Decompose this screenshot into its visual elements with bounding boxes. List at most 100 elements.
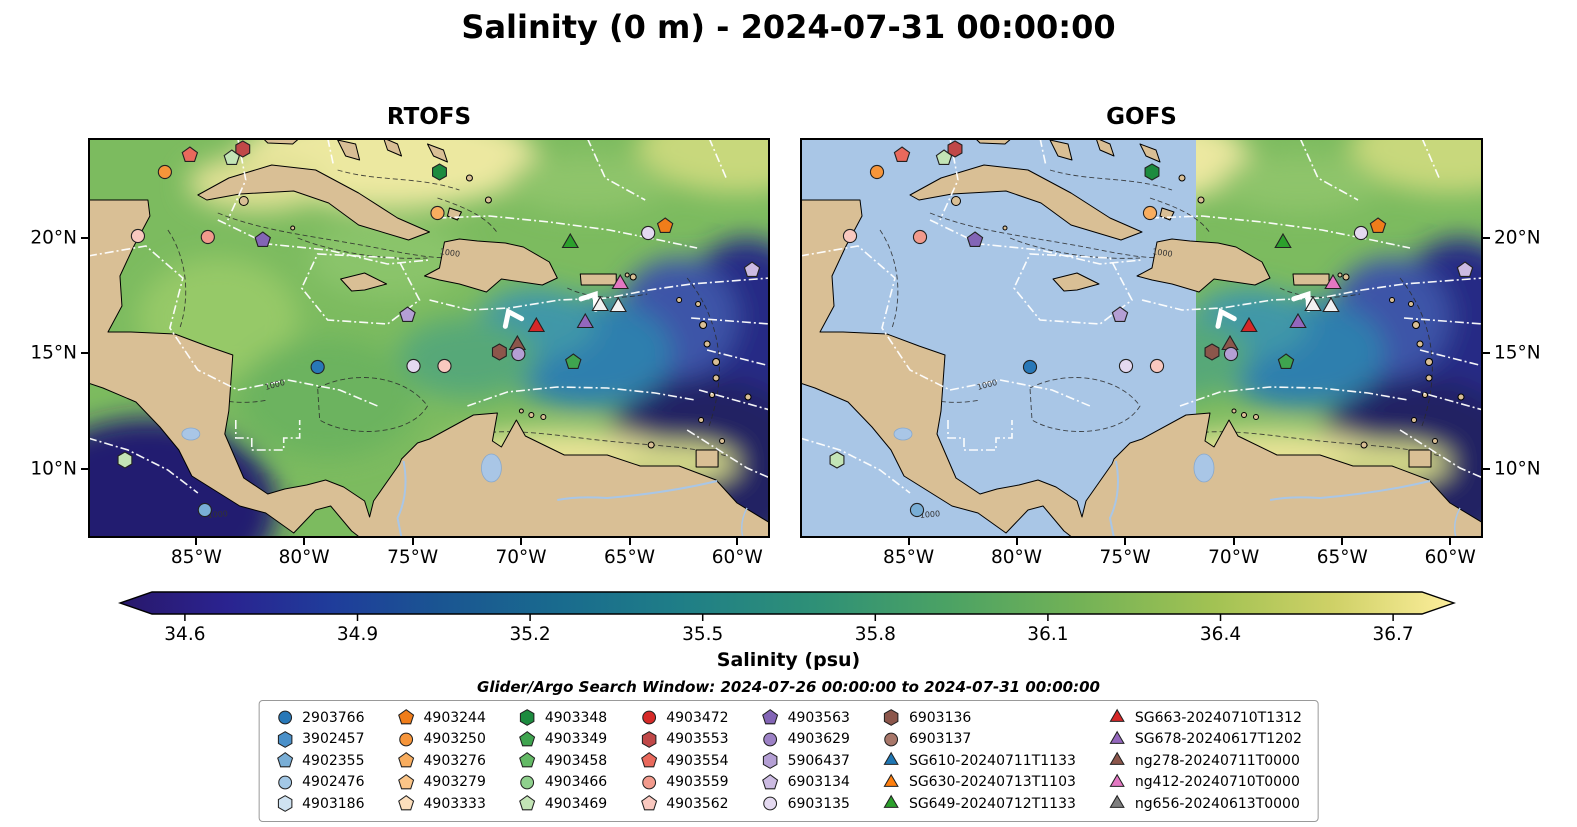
- hexagon-marker-icon: [762, 752, 778, 770]
- circle-map-marker: [406, 358, 421, 374]
- legend-entry: 6903137: [882, 729, 1076, 751]
- legend-entry: 4903186: [275, 793, 365, 815]
- y-tick-label: 15°N: [1494, 342, 1541, 364]
- circle-map-marker: [1142, 205, 1158, 221]
- legend-entry: 4903469: [518, 793, 607, 815]
- legend-label: 4903348: [544, 709, 608, 726]
- pentagon-marker-icon: [397, 709, 415, 725]
- triangle-marker-icon: [883, 751, 900, 766]
- x-tick-mark: [195, 538, 198, 545]
- pentagon-map-marker: [399, 306, 416, 323]
- legend-label: 4903333: [423, 795, 486, 812]
- legend-entry: 4903348: [518, 707, 607, 729]
- legend-label: 4902476: [302, 774, 365, 791]
- hexagon-map-marker: [829, 451, 845, 469]
- hexagon-marker-icon: [277, 795, 292, 813]
- pentagon-marker-icon: [276, 752, 293, 768]
- pentagon-map-marker: [1111, 306, 1129, 323]
- x-tick-mark: [907, 538, 910, 545]
- hexagon-map-marker: [1144, 163, 1160, 181]
- panel-title-gofs: GOFS: [1106, 104, 1177, 130]
- legend: 2903766 3902457 4902355 4902476 4903186 49032…: [258, 700, 1319, 822]
- legend-label: 4903186: [302, 795, 365, 812]
- y-tick-label: 10°N: [1494, 458, 1541, 480]
- y-tick-mark: [1483, 467, 1490, 470]
- x-tick-mark: [1232, 538, 1235, 545]
- ng412-marker: [611, 273, 629, 290]
- pentagon-marker-icon: [397, 773, 415, 790]
- triangle-marker-icon: [1109, 751, 1126, 766]
- x-tick-label: 70°W: [1208, 547, 1260, 568]
- pentagon-map-marker: [743, 261, 761, 278]
- legend-label: 4903250: [423, 731, 486, 748]
- contour-label: 1000: [439, 247, 460, 259]
- pentagon-map-marker: [223, 149, 241, 166]
- legend-label: 4903469: [544, 795, 608, 812]
- gofs-markers: [829, 140, 1474, 518]
- x-tick-mark: [411, 538, 414, 545]
- x-tick-label: 80°W: [278, 547, 330, 568]
- legend-entry: 4903472: [639, 707, 729, 729]
- pentagon-map-marker: [1277, 353, 1295, 370]
- legend-entry: ng278-20240711T0000: [1108, 750, 1302, 772]
- pentagon-map-marker: [181, 146, 199, 163]
- hexagon-map-marker: [1204, 343, 1220, 361]
- circle-map-marker: [1118, 358, 1134, 374]
- hexagon-map-marker: [235, 140, 251, 158]
- legend-label: SG610-20240711T1133: [908, 752, 1076, 769]
- legend-entry: 4903629: [761, 729, 850, 751]
- y-tick-label: 20°N: [1494, 227, 1541, 249]
- x-tick-mark: [1124, 538, 1127, 545]
- glider-track-arrow: [502, 307, 525, 329]
- contour-label: 1000: [919, 509, 940, 520]
- rtofs-markers: [117, 140, 761, 518]
- pentagon-marker-icon: [519, 730, 536, 747]
- search-window-caption: Glider/Argo Search Window: 2024-07-26 00…: [477, 678, 1100, 696]
- x-tick-mark: [628, 538, 631, 545]
- hexagon-marker-icon: [641, 730, 656, 748]
- legend-entry: 6903136: [882, 707, 1076, 729]
- x-tick-mark: [736, 538, 739, 545]
- circle-marker-icon: [399, 732, 413, 747]
- colorbar-tick-label: 34.6: [164, 624, 206, 645]
- circle-marker-icon: [641, 710, 656, 725]
- legend-entry: 4902476: [275, 772, 365, 794]
- triangle-marker-icon: [1109, 773, 1126, 787]
- pentagon-marker-icon: [519, 795, 536, 811]
- legend-label: 4903458: [544, 752, 608, 769]
- sg663-marker: [527, 316, 546, 333]
- legend-label: 6903135: [787, 795, 850, 812]
- legend-entry: SG630-20240713T1103: [882, 772, 1076, 794]
- legend-label: 6903136: [908, 709, 972, 726]
- legend-label: 4903349: [544, 731, 608, 748]
- legend-label: 4903276: [423, 752, 486, 769]
- open-triangle-marker: [591, 295, 609, 312]
- x-tick-label: 75°W: [1099, 547, 1151, 568]
- legend-entry: 4903279: [397, 772, 486, 794]
- glider-track-arrow: [1215, 307, 1237, 329]
- circle-map-marker: [909, 502, 925, 518]
- legend-entry: SG610-20240711T1133: [882, 750, 1076, 772]
- x-tick-label: 60°W: [711, 547, 763, 568]
- legend-label: ng278-20240711T0000: [1134, 752, 1300, 769]
- legend-entry: 4903244: [397, 707, 486, 729]
- circle-marker-icon: [763, 732, 777, 747]
- legend-entry: 6903135: [761, 793, 850, 815]
- legend-label: SG663-20240710T1312: [1134, 709, 1302, 726]
- legend-entry: ng412-20240710T0000: [1108, 772, 1302, 794]
- y-axis-ticks-gofs: 20°N 15°N 10°N: [1483, 138, 1541, 538]
- sg678-marker: [1289, 312, 1307, 329]
- legend-entry: 4903562: [639, 793, 729, 815]
- sg649-marker: [561, 232, 580, 249]
- hexagon-map-marker: [117, 451, 133, 469]
- open-triangle-marker: [609, 296, 627, 313]
- legend-entry: 2903766: [275, 707, 365, 729]
- legend-entry: 4903458: [518, 750, 607, 772]
- colorbar-tick-label: 34.9: [336, 624, 379, 645]
- legend-grid: 2903766 3902457 4902355 4902476 4903186 49032…: [275, 707, 1302, 815]
- x-axis-ticks-gofs: 85°W 80°W 75°W 70°W 65°W 60°W: [800, 538, 1483, 574]
- pentagon-map-marker: [1456, 261, 1474, 278]
